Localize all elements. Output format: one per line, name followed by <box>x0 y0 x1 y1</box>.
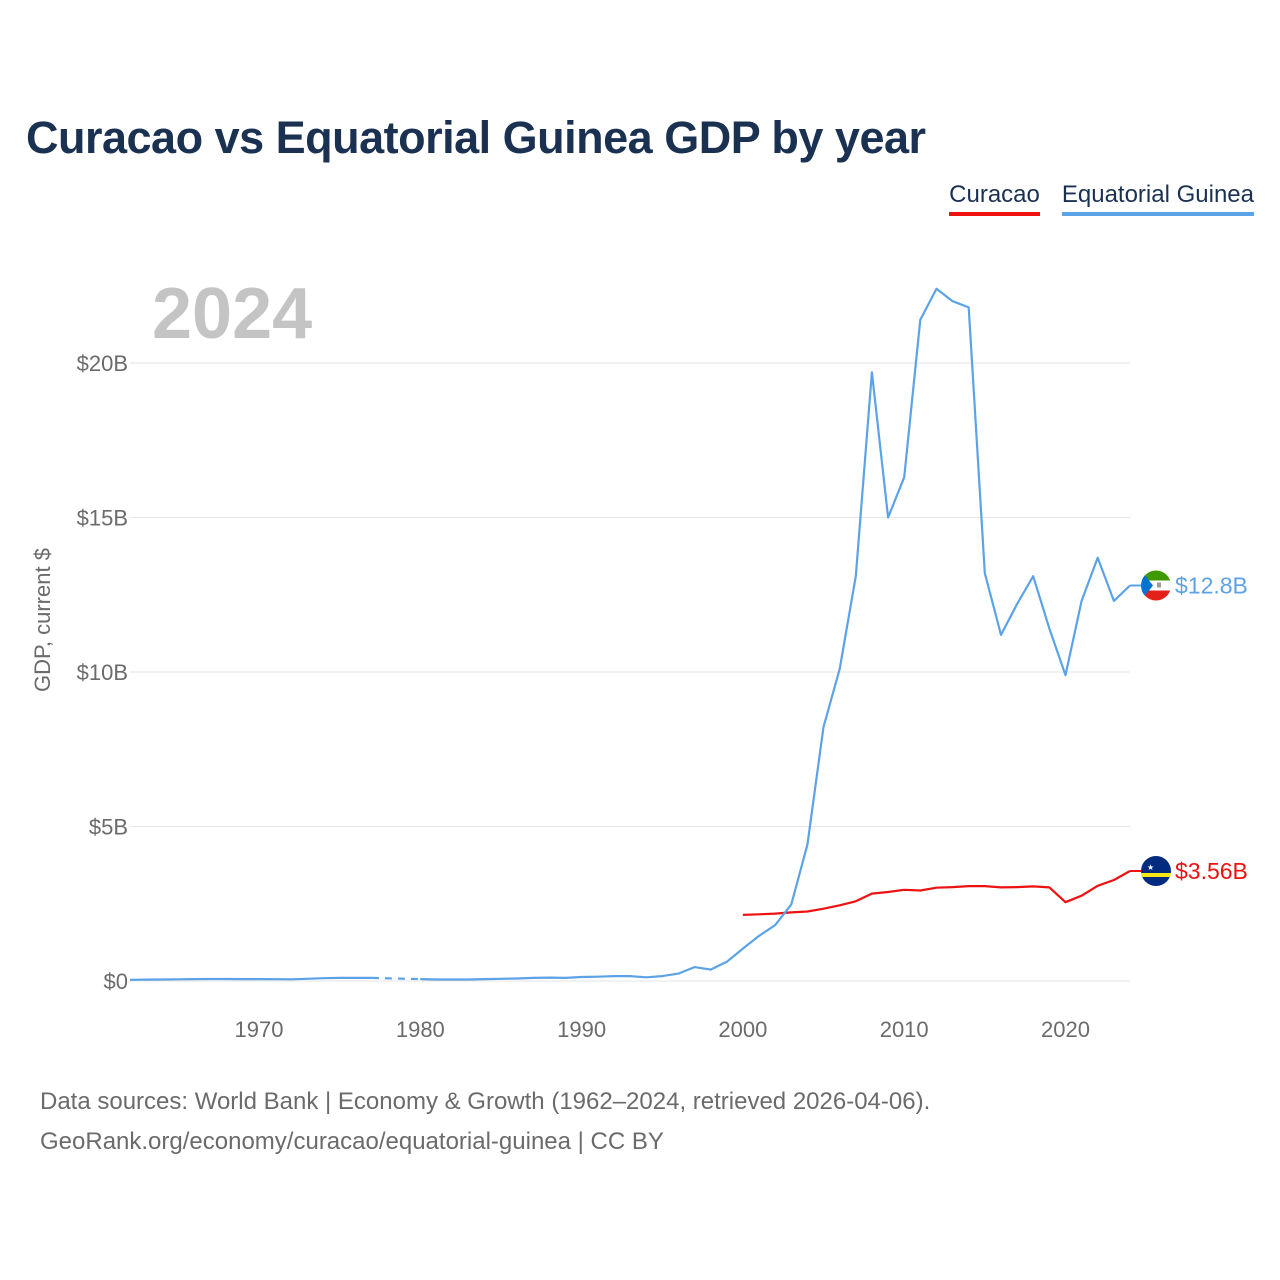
series-lines <box>129 287 1141 981</box>
grid-lines <box>130 362 1130 982</box>
data-source-note: Data sources: World Bank | Economy & Gro… <box>40 1088 931 1115</box>
curacao-line <box>742 870 1131 916</box>
x-tick-label: 1980 <box>396 1017 445 1042</box>
x-tick-label: 2010 <box>880 1017 929 1042</box>
y-axis-ticks: $0 $5B $10B $15B $20B <box>77 351 128 994</box>
x-tick-label: 2000 <box>718 1017 767 1042</box>
legend: Curacao Equatorial Guinea <box>949 180 1254 216</box>
equatorial-guinea-end-value: $12.8B <box>1175 573 1248 599</box>
x-axis-ticks: 1970 1980 1990 2000 2010 2020 <box>235 1017 1090 1042</box>
y-tick-label: $0 <box>104 969 128 994</box>
current-year-label: 2024 <box>152 274 312 354</box>
curacao-flag-icon: ★ <box>1141 856 1171 886</box>
y-tick-label: $5B <box>89 815 128 840</box>
x-tick-label: 2020 <box>1041 1017 1090 1042</box>
equatorial-guinea-line <box>420 287 1131 981</box>
svg-text:★: ★ <box>1147 863 1154 872</box>
source-link[interactable]: GeoRank.org/economy/curacao/equatorial-g… <box>40 1128 664 1155</box>
footer: Data sources: World Bank | Economy & Gro… <box>40 1082 930 1162</box>
y-tick-label: $15B <box>77 506 128 531</box>
legend-item-equatorial-guinea[interactable]: Equatorial Guinea <box>1061 180 1254 216</box>
equatorial-guinea-gap-line <box>371 976 421 981</box>
legend-item-curacao[interactable]: Curacao <box>949 180 1040 216</box>
curacao-end-value: $3.56B <box>1175 858 1248 884</box>
chart-title: Curacao vs Equatorial Guinea GDP by year <box>26 112 926 163</box>
y-tick-label: $10B <box>77 660 128 685</box>
equatorial-guinea-flag-icon <box>1141 570 1171 601</box>
x-tick-label: 1970 <box>235 1017 284 1042</box>
y-axis-label: GDP, current $ <box>30 548 55 692</box>
y-tick-label: $20B <box>77 351 128 376</box>
equatorial-guinea-line <box>129 976 372 981</box>
x-tick-label: 1990 <box>557 1017 606 1042</box>
